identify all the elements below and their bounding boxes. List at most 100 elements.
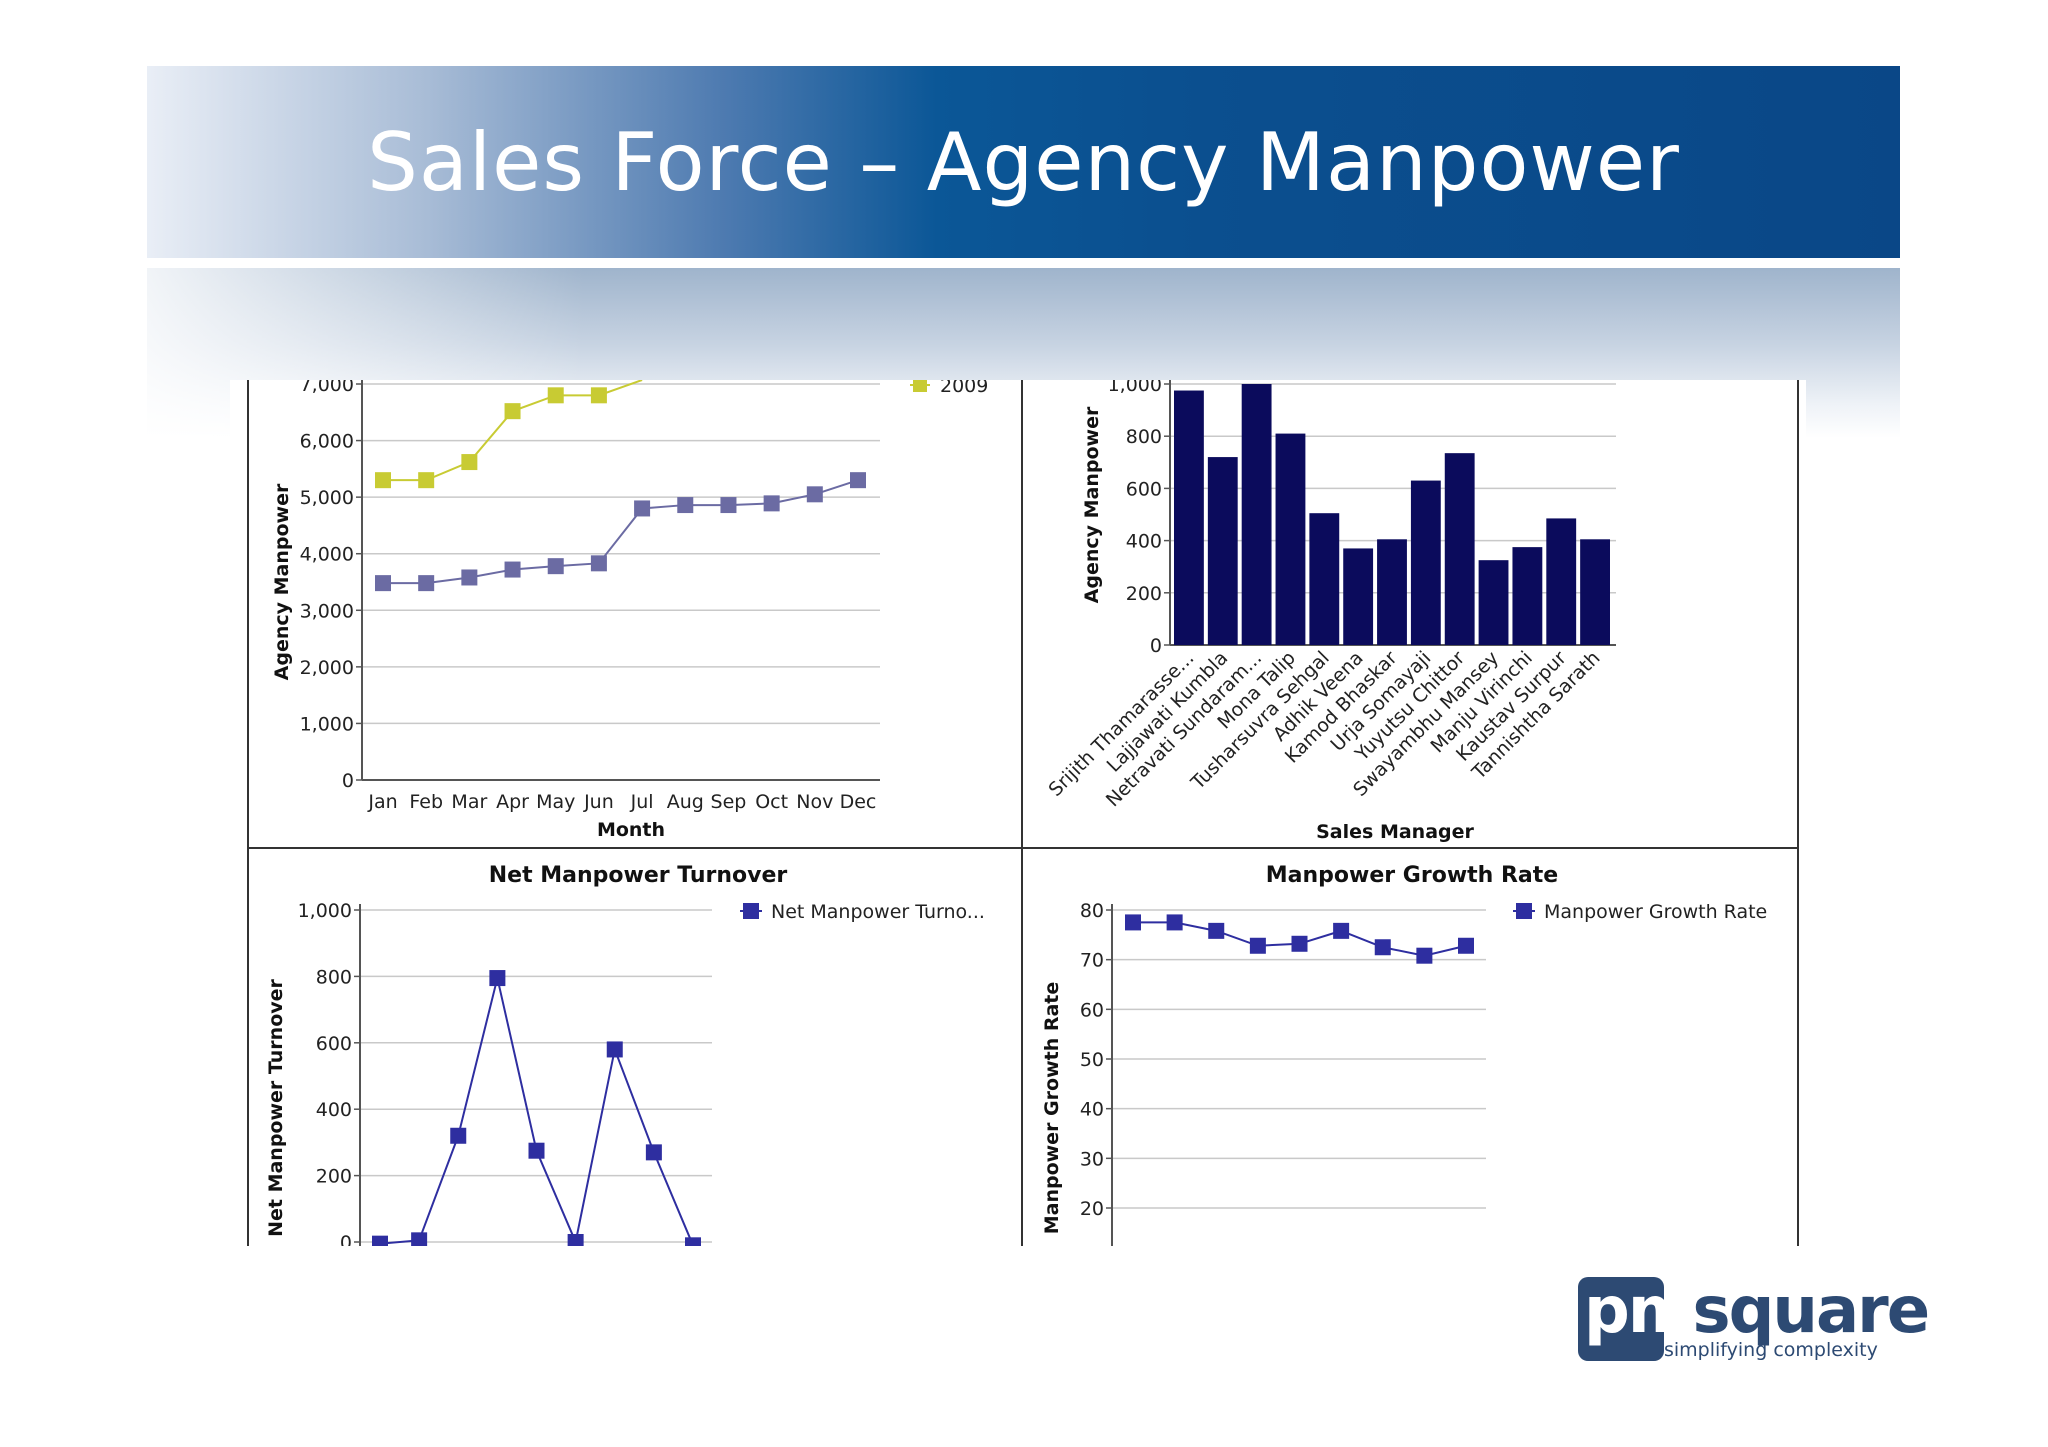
chart1-point[interactable] <box>461 454 478 471</box>
chart2-bar[interactable] <box>1512 547 1543 645</box>
chart2-ytick-label: 800 <box>1126 426 1162 448</box>
chart1-point[interactable] <box>375 575 391 592</box>
chart4-point[interactable] <box>1208 922 1225 939</box>
chart1-point[interactable] <box>418 575 435 592</box>
chart1-point[interactable] <box>375 472 391 489</box>
chart4-point[interactable] <box>1125 914 1141 931</box>
chart3-point[interactable] <box>450 1127 467 1144</box>
chart2-ytick-label: 1,000 <box>1108 380 1162 396</box>
chart1-point[interactable] <box>720 497 737 514</box>
chart4-title: Manpower Growth Rate <box>1266 863 1558 888</box>
chart3-ytick-label: 600 <box>316 1033 352 1055</box>
chart1-ytick-label: 4,000 <box>300 544 354 566</box>
chart2-bar[interactable] <box>1241 384 1272 645</box>
chart4-ytick-label: 40 <box>1080 1099 1104 1121</box>
chart1-ytick-label: 3,000 <box>300 600 354 622</box>
chart1-ytick-label: 1,000 <box>300 713 354 735</box>
chart1-point[interactable] <box>547 558 564 575</box>
chart2-bar[interactable] <box>1410 480 1441 645</box>
dashboard-svg: 0 1,000 2,000 3,000 4,000 5,000 6,000 7,000 Jan F… <box>247 380 1799 1246</box>
chart4-point[interactable] <box>1291 935 1308 952</box>
chart2-bar[interactable] <box>1377 539 1407 645</box>
slide-title: Sales Force – Agency Manpower <box>367 115 1680 209</box>
chart3-ytick-label: 1,000 <box>298 900 352 922</box>
chart2-ytick-label: 0 <box>1150 635 1162 657</box>
chart1-point[interactable] <box>850 472 866 489</box>
chart1-point[interactable] <box>504 403 521 420</box>
dashboard-panel: 0 1,000 2,000 3,000 4,000 5,000 6,000 7,000 Jan F… <box>230 380 1806 1246</box>
chart1-legend-marker[interactable] <box>913 380 927 392</box>
chart3-legend-marker[interactable] <box>743 903 759 919</box>
chart2-yaxis-title: Agency Manpower <box>1081 406 1103 603</box>
chart1-ytick-label: 7,000 <box>300 380 354 396</box>
chart4-ytick-label: 80 <box>1080 900 1104 922</box>
chart1-point[interactable] <box>547 387 564 404</box>
chart4-ytick-label: 20 <box>1080 1198 1104 1220</box>
chart3-point[interactable] <box>489 970 506 987</box>
chart2-ytick-label: 400 <box>1126 531 1162 553</box>
chart3-point[interactable] <box>606 1041 623 1058</box>
chart1-xtick-label: Aug <box>667 791 704 813</box>
chart1-xtick-label: Mar <box>451 791 487 813</box>
chart1-ytick-label: 2,000 <box>300 657 354 679</box>
chart1-point[interactable] <box>461 569 478 586</box>
chart3-ytick-label: 200 <box>316 1166 352 1188</box>
chart3-point[interactable] <box>645 1144 662 1161</box>
chart2-bar[interactable] <box>1309 513 1340 645</box>
chart1-xtick-label: May <box>536 791 575 813</box>
chart1-xtick-label: Apr <box>496 791 529 813</box>
chart3-yaxis-title: Net Manpower Turnover <box>265 978 287 1236</box>
chart1-point[interactable] <box>590 555 607 572</box>
chart1-legend-label: 2009 <box>940 380 988 397</box>
chart2-bar[interactable] <box>1174 390 1204 645</box>
chart1-xtick-label: Jul <box>630 791 654 813</box>
chart1-ytick-label: 5,000 <box>300 487 354 509</box>
chart1-xaxis-title: Month <box>597 819 665 841</box>
chart4-legend-marker[interactable] <box>1516 903 1532 919</box>
chart2-ytick-label: 600 <box>1126 478 1162 500</box>
logo-wordmark: pmsquare <box>1584 1274 1931 1348</box>
chart2-bar[interactable] <box>1478 560 1509 645</box>
logo-box <box>1578 1277 1664 1361</box>
pmsquare-logo: pmsquare simplifying complexity <box>1578 1275 1930 1365</box>
chart1-xtick-label: Jun <box>583 791 614 813</box>
chart2-bar[interactable] <box>1275 433 1306 645</box>
logo-square: square <box>1692 1274 1931 1348</box>
chart4-ytick-label: 70 <box>1080 950 1104 972</box>
chart2-bar[interactable] <box>1207 457 1238 645</box>
header-band <box>147 66 1900 258</box>
chart1-point[interactable] <box>634 500 651 517</box>
chart4-point[interactable] <box>1249 937 1266 954</box>
chart1-xtick-label: Sep <box>711 791 747 813</box>
chart3-series-line <box>379 977 694 1246</box>
chart1-point[interactable] <box>806 486 823 503</box>
chart1-point[interactable] <box>590 387 607 404</box>
chart1-xtick-label: Jan <box>367 791 397 813</box>
chart3-point[interactable] <box>372 1235 388 1246</box>
chart1-xtick-label: Dec <box>840 791 877 813</box>
chart3-point[interactable] <box>411 1232 428 1246</box>
chart1-point[interactable] <box>418 472 435 489</box>
chart2-bar[interactable] <box>1580 539 1610 645</box>
chart4-point[interactable] <box>1416 947 1433 964</box>
chart2-bar[interactable] <box>1444 453 1475 645</box>
chart1-point[interactable] <box>763 495 780 512</box>
chart4-point[interactable] <box>1374 939 1391 956</box>
chart3-point[interactable] <box>528 1142 545 1159</box>
chart1-point[interactable] <box>677 497 694 514</box>
chart4-point[interactable] <box>1458 937 1474 954</box>
chart4-ytick-label: 30 <box>1080 1148 1104 1170</box>
chart2-bar[interactable] <box>1343 548 1374 645</box>
chart3-ytick-label: 800 <box>316 966 352 988</box>
chart4-point[interactable] <box>1166 914 1183 931</box>
chart1-point[interactable] <box>504 561 521 578</box>
chart4-point[interactable] <box>1333 922 1350 939</box>
chart3-legend-label: Net Manpower Turno... <box>771 901 985 923</box>
chart2-bar[interactable] <box>1546 518 1577 645</box>
chart1-ytick-label: 6,000 <box>300 431 354 453</box>
chart3-point[interactable] <box>567 1234 584 1246</box>
chart3-point[interactable] <box>685 1237 701 1246</box>
logo-tagline: simplifying complexity <box>1664 1339 1878 1361</box>
chart1-series-line <box>383 479 859 585</box>
chart1-xtick-label: Oct <box>755 791 788 813</box>
